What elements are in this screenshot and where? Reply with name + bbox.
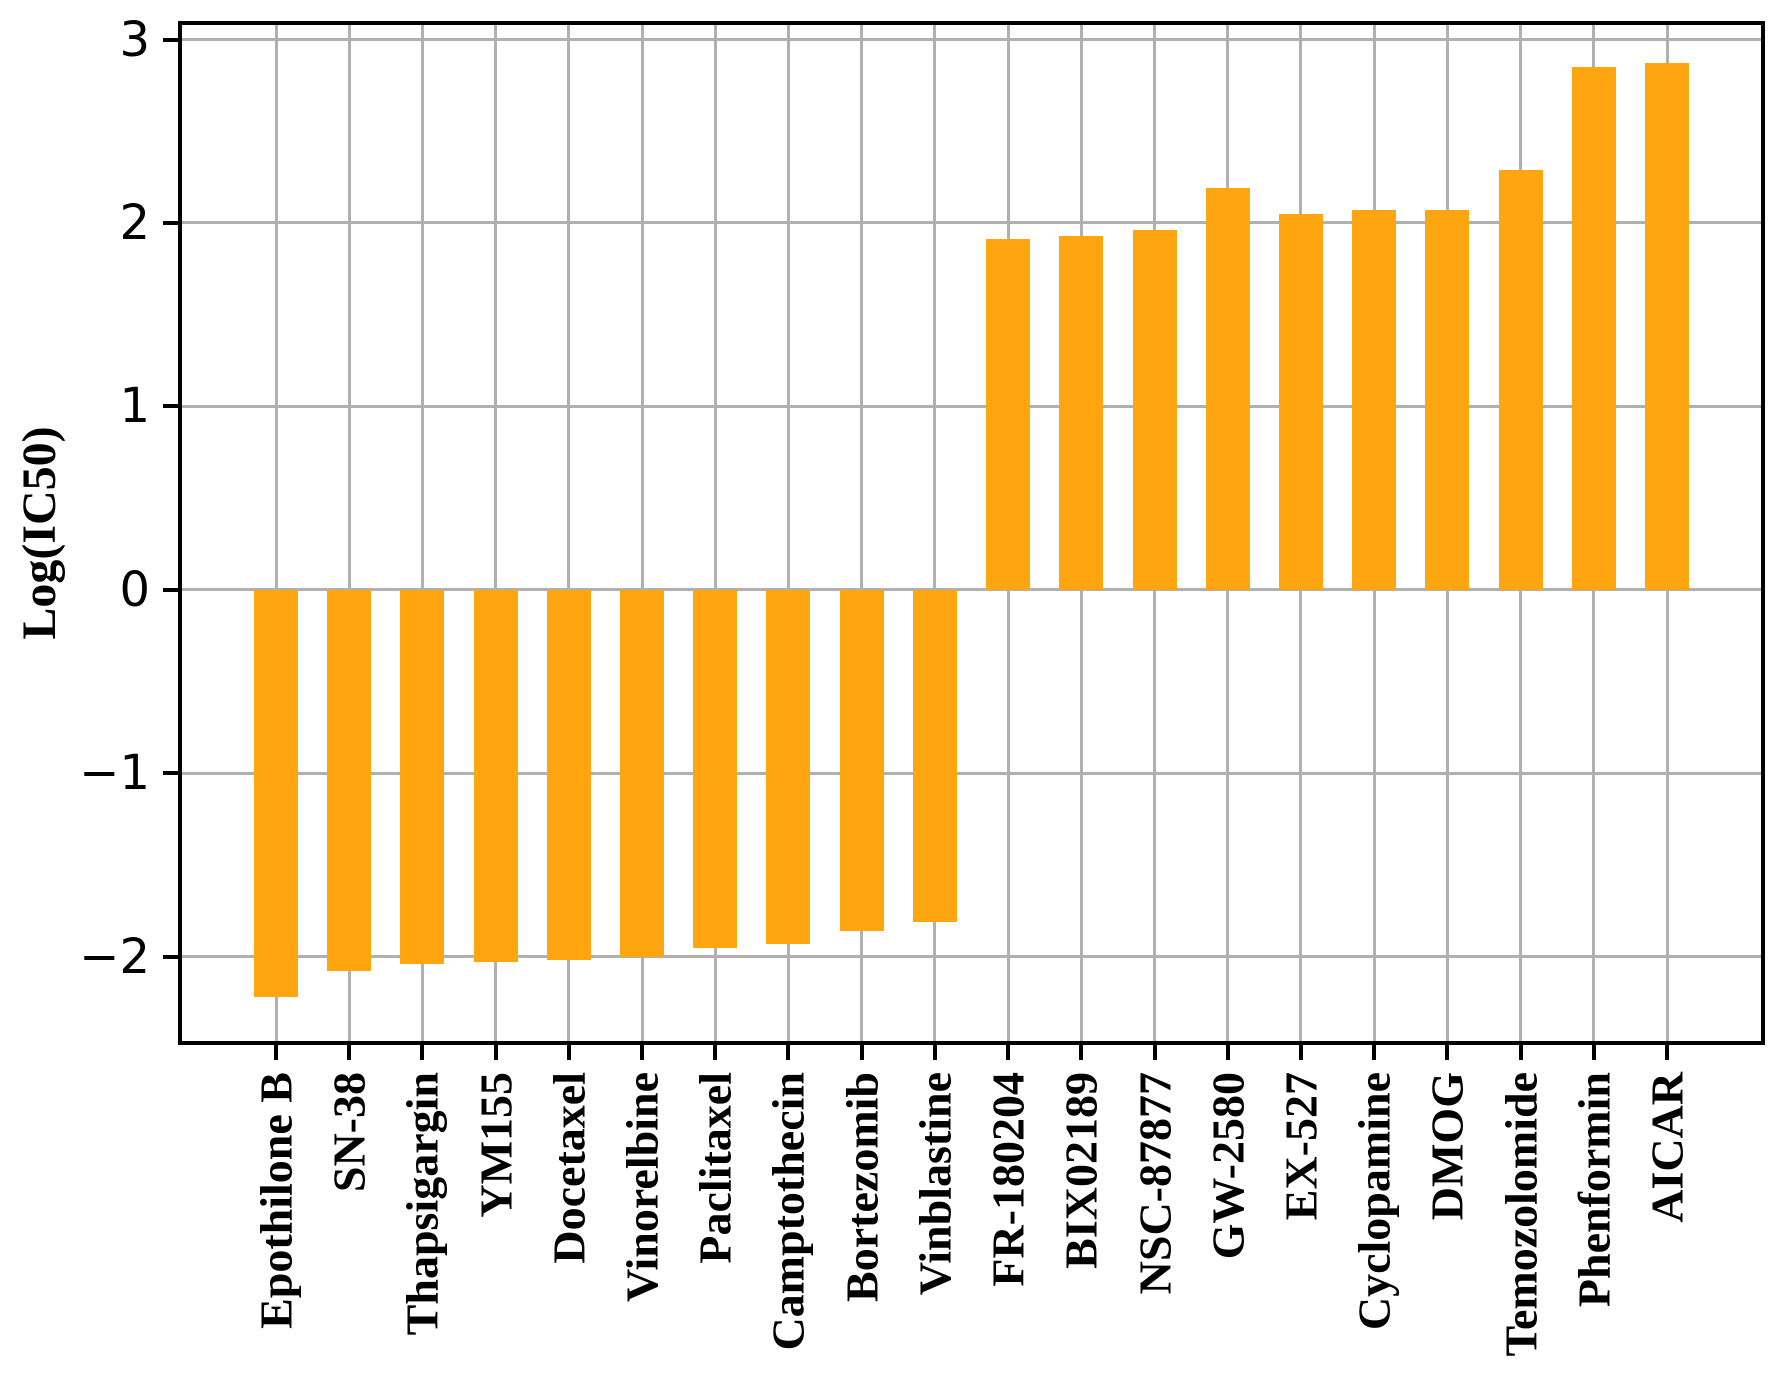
x-tick-mark-thapsigargin <box>420 1043 425 1060</box>
x-tick-label-dmog: DMOG <box>1421 1072 1473 1221</box>
y-tick-label-3: 3 <box>119 11 150 68</box>
y-tick-label-1: 1 <box>119 378 150 435</box>
v-gridline-paclitaxel <box>713 23 717 1043</box>
y-tick-mark-0 <box>163 587 180 592</box>
x-tick-label-phenformin: Phenformin <box>1568 1072 1620 1308</box>
bar-phenformin <box>1571 67 1616 590</box>
h-gridline-y-1 <box>180 771 1763 775</box>
plot-area <box>180 23 1763 1043</box>
v-gridline-docetaxel <box>567 23 571 1043</box>
v-gridline-camptothecin <box>786 23 790 1043</box>
bar-camptothecin <box>766 589 811 944</box>
y-tick-label--2: −2 <box>79 928 150 985</box>
x-tick-label-aicar: AICAR <box>1641 1072 1693 1223</box>
x-tick-mark-bortezomib <box>859 1043 864 1060</box>
x-tick-mark-cyclopamine <box>1372 1043 1377 1060</box>
bar-gw-2580 <box>1205 188 1250 590</box>
x-tick-label-epothilone-b: Epothilone B <box>250 1072 302 1329</box>
x-tick-label-bix02189: BIX02189 <box>1055 1072 1107 1269</box>
y-tick-label-0: 0 <box>119 561 150 618</box>
bar-paclitaxel <box>693 589 738 948</box>
bar-ex-527 <box>1278 213 1323 590</box>
x-tick-mark-docetaxel <box>566 1043 571 1060</box>
x-tick-mark-dmog <box>1445 1043 1450 1060</box>
y-axis-title-text: Log(IC50) <box>13 426 66 640</box>
y-tick-mark-2 <box>163 220 180 225</box>
v-gridline-vinblastine <box>933 23 937 1043</box>
bar-vinorelbine <box>620 589 665 957</box>
x-tick-label-gw-2580: GW-2580 <box>1202 1072 1254 1260</box>
x-tick-mark-temozolomide <box>1518 1043 1523 1060</box>
x-tick-mark-epothilone-b <box>274 1043 278 1060</box>
h-gridline-y3 <box>180 38 1763 41</box>
x-tick-mark-aicar <box>1665 1043 1669 1060</box>
bar-sn-38 <box>327 589 372 972</box>
x-tick-mark-nsc-87877 <box>1152 1043 1157 1060</box>
bar-temozolomide <box>1498 169 1543 590</box>
y-tick-label-2: 2 <box>119 194 150 251</box>
x-tick-label-fr-180204: FR-180204 <box>982 1072 1034 1287</box>
bar-ym155 <box>473 589 518 963</box>
h-gridline-y2 <box>180 221 1763 225</box>
bar-bortezomib <box>839 589 884 932</box>
bar-nsc-87877 <box>1132 230 1177 590</box>
h-gridline-y1 <box>180 404 1763 408</box>
bar-vinblastine <box>912 589 957 922</box>
x-tick-label-cyclopamine: Cyclopamine <box>1348 1072 1400 1331</box>
v-gridline-vinorelbine <box>640 23 644 1043</box>
x-tick-mark-vinblastine <box>932 1043 937 1060</box>
x-tick-label-nsc-87877: NSC-87877 <box>1128 1072 1180 1295</box>
y-tick-mark--2 <box>163 954 180 959</box>
x-tick-mark-phenformin <box>1591 1043 1596 1060</box>
x-tick-label-bortezomib: Bortezomib <box>835 1072 887 1302</box>
bar-epothilone-b <box>254 589 298 998</box>
bar-docetaxel <box>546 589 591 961</box>
x-tick-label-camptothecin: Camptothecin <box>762 1072 814 1351</box>
bar-cyclopamine <box>1352 210 1397 590</box>
x-tick-mark-fr-180204 <box>1006 1043 1011 1060</box>
x-tick-mark-ym155 <box>493 1043 498 1060</box>
x-tick-mark-sn-38 <box>347 1043 352 1060</box>
x-tick-label-vinblastine: Vinblastine <box>909 1072 961 1296</box>
v-gridline-bortezomib <box>860 23 864 1043</box>
bar-bix02189 <box>1059 235 1104 590</box>
y-tick-mark--1 <box>163 771 180 776</box>
bar-thapsigargin <box>400 589 445 965</box>
x-tick-label-ym155: YM155 <box>469 1072 521 1218</box>
x-tick-label-paclitaxel: Paclitaxel <box>689 1072 741 1264</box>
x-tick-label-temozolomide: Temozolomide <box>1494 1072 1546 1357</box>
x-tick-mark-vinorelbine <box>640 1043 645 1060</box>
x-tick-mark-camptothecin <box>786 1043 791 1060</box>
v-gridline-sn-38 <box>347 23 351 1043</box>
v-gridline-ym155 <box>494 23 498 1043</box>
bar-aicar <box>1645 63 1689 590</box>
y-tick-label--1: −1 <box>79 745 150 802</box>
x-tick-mark-gw-2580 <box>1225 1043 1230 1060</box>
y-tick-mark-3 <box>163 37 180 42</box>
x-tick-mark-ex-527 <box>1298 1043 1303 1060</box>
bar-fr-180204 <box>986 239 1031 590</box>
x-tick-label-ex-527: EX-527 <box>1275 1072 1327 1221</box>
v-gridline-thapsigargin <box>420 23 424 1043</box>
x-tick-label-thapsigargin: Thapsigargin <box>396 1072 448 1336</box>
bar-dmog <box>1425 210 1470 590</box>
x-tick-mark-paclitaxel <box>713 1043 718 1060</box>
h-gridline-y-2 <box>180 955 1763 959</box>
x-tick-label-sn-38: SN-38 <box>323 1072 375 1193</box>
x-tick-label-docetaxel: Docetaxel <box>543 1072 595 1264</box>
h-gridline-y0 <box>180 588 1763 592</box>
y-tick-mark-1 <box>163 404 180 409</box>
x-tick-mark-bix02189 <box>1079 1043 1084 1060</box>
x-tick-label-vinorelbine: Vinorelbine <box>616 1072 668 1303</box>
v-gridline-epothilone-b <box>274 23 278 1043</box>
